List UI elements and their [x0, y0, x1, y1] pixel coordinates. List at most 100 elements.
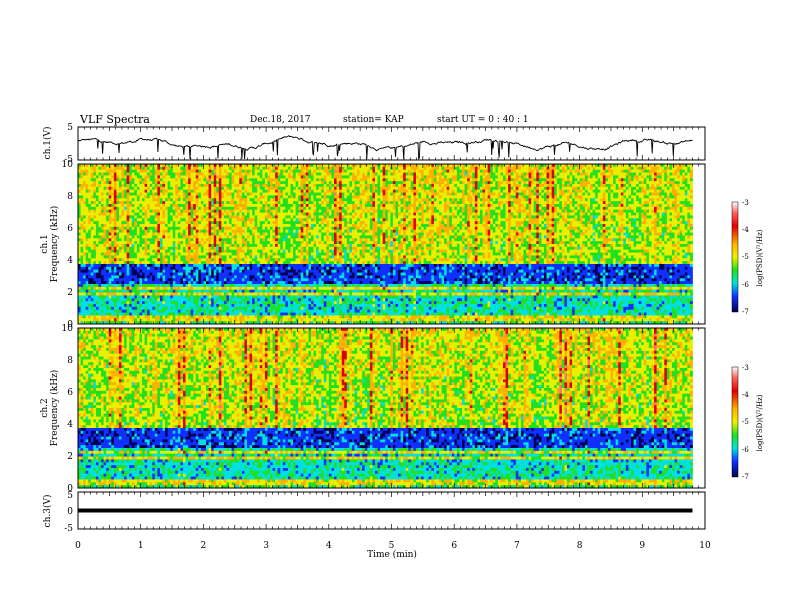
spectrogram-cell	[134, 164, 138, 168]
spectrogram-cell	[88, 169, 92, 173]
spectrogram-cell	[277, 178, 281, 182]
spectrogram-cell	[257, 166, 261, 171]
spectrogram-cell	[567, 178, 570, 182]
spectrogram-cell	[293, 209, 297, 213]
spectrogram-cell	[656, 164, 660, 168]
spectrogram-cell	[270, 184, 273, 188]
spectrogram-cell	[208, 218, 212, 222]
spectrogram-cell	[85, 178, 89, 182]
spectrogram-cell	[385, 215, 389, 219]
spectrogram-cell	[85, 175, 89, 179]
spectrogram-cell	[142, 198, 145, 202]
spectrogram-cell	[467, 184, 471, 188]
spectrogram-cell	[487, 186, 491, 191]
spectrogram-cell	[472, 189, 476, 193]
spectrogram-cell	[602, 181, 606, 185]
spectrogram-cell	[436, 198, 440, 202]
spectrogram-cell	[264, 175, 268, 179]
spectrogram-cell	[431, 166, 435, 171]
spectrogram-cell	[623, 184, 627, 188]
spectrogram-cell	[485, 186, 489, 191]
spectrogram-cell	[390, 201, 394, 205]
spectrogram-cell	[351, 172, 355, 176]
spectrogram-cell	[331, 192, 335, 196]
spectrogram-cell	[669, 204, 673, 208]
spectrogram-cell	[567, 192, 570, 196]
spectrogram-cell	[400, 204, 404, 208]
spectrogram-cell	[595, 192, 599, 196]
spectrogram-cell	[602, 212, 606, 216]
spectrogram-cell	[682, 169, 686, 173]
spectrogram-cell	[193, 186, 197, 191]
spectrogram-cell	[467, 198, 471, 202]
spectrogram-cell	[154, 204, 158, 208]
spectrogram-cell	[188, 189, 192, 193]
spectrogram-cell	[666, 175, 670, 179]
spectrogram-cell	[515, 204, 519, 208]
spectrogram-cell	[508, 166, 512, 171]
spectrogram-cell	[671, 209, 675, 213]
spectrogram-cell	[300, 204, 304, 208]
spectrogram-cell	[208, 166, 212, 171]
spectrogram-cell	[241, 166, 245, 171]
spectrogram-cell	[142, 206, 145, 211]
spectrogram-cell	[257, 212, 261, 216]
spectrogram-cell	[193, 192, 197, 196]
spectrogram-cell	[587, 204, 591, 208]
spectrogram-cell	[467, 212, 471, 216]
spectrogram-cell	[436, 186, 440, 191]
spectrogram-cell	[636, 184, 640, 188]
spectrogram-cell	[451, 195, 455, 199]
spectrogram-cell	[433, 166, 437, 171]
spectrogram-cell	[387, 195, 391, 199]
spectrogram-cell	[93, 164, 97, 168]
spectrogram-cell	[549, 166, 553, 171]
spectrogram-cell	[303, 184, 307, 188]
spectrogram-cell	[538, 198, 542, 202]
spectrogram-cell	[656, 195, 660, 199]
spectrogram-cell	[157, 166, 161, 171]
spectrogram-cell	[398, 215, 401, 219]
spectrogram-cell	[177, 212, 181, 216]
spectrogram-cell	[362, 175, 366, 179]
spectrogram-cell	[159, 164, 163, 168]
spectrogram-cell	[313, 195, 317, 199]
spectrogram-cell	[403, 166, 407, 171]
spectrogram-cell	[477, 215, 481, 219]
spectrogram-cell	[339, 189, 343, 193]
spectrogram-cell	[175, 175, 179, 179]
spectrogram-cell	[523, 166, 527, 171]
spectrogram-cell	[564, 209, 568, 213]
spectrogram-cell	[582, 218, 586, 222]
spectrogram-cell	[444, 172, 448, 176]
spectrogram-cell	[543, 178, 547, 182]
spectrogram-cell	[633, 215, 637, 219]
spectrogram-cell	[643, 195, 647, 199]
spectrogram-cell	[549, 218, 553, 222]
spectrogram-cell	[318, 166, 322, 171]
spectrogram-cell	[415, 175, 419, 179]
spectrogram-cell	[625, 189, 629, 193]
spectrogram-cell	[152, 178, 156, 182]
spectrogram-cell	[241, 169, 245, 173]
spectrogram-cell	[252, 204, 256, 208]
spectrogram-cell	[684, 166, 688, 171]
spectrogram-cell	[467, 178, 471, 182]
spectrogram-cell	[392, 198, 396, 202]
spectrogram-cell	[95, 189, 99, 193]
spectrogram-cell	[467, 215, 471, 219]
spectrogram-cell	[684, 172, 688, 176]
spectrogram-cell	[479, 189, 483, 193]
spectrogram-cell	[354, 212, 358, 216]
spectrogram-cell	[533, 201, 537, 205]
spectrogram-cell	[513, 195, 517, 199]
spectrogram-cell	[136, 195, 140, 199]
spectrogram-cell	[520, 195, 524, 199]
spectrogram-cell	[641, 209, 645, 213]
spectrogram-cell	[602, 175, 606, 179]
spectrogram-cell	[500, 218, 504, 222]
spectrogram-cell	[400, 166, 404, 171]
spectrogram-cell	[229, 209, 233, 213]
spectrogram-cell	[165, 204, 169, 208]
spectrogram-cell	[221, 192, 225, 196]
